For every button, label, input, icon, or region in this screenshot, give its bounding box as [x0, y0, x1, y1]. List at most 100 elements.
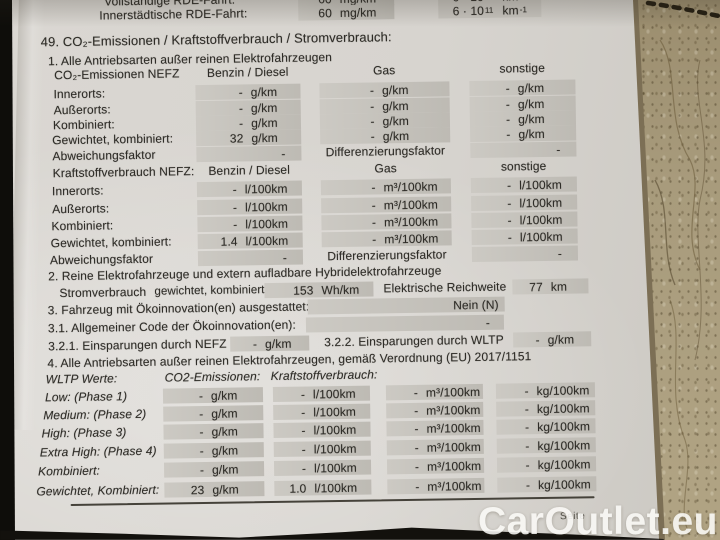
row-label: Gewichtet, kombiniert: [52, 131, 174, 148]
value-cell: - m³/100km [386, 419, 484, 437]
value-cell: - l/100km [470, 176, 578, 194]
value-cell: 23 g/km [164, 481, 265, 498]
row-label: Kombiniert: [38, 463, 100, 479]
value-cell: - l/100km [273, 440, 371, 458]
value-cell: - [197, 249, 304, 267]
row-label: Außerorts: [53, 102, 111, 118]
value-cell: - g/km [320, 127, 451, 145]
value-cell: - l/100km [272, 385, 371, 403]
value-cell: - m³/100km [386, 457, 485, 475]
value-cell: - kg/100km [496, 456, 597, 473]
column-header: sonstige [500, 158, 547, 174]
value-cell: - g/km [230, 335, 310, 352]
column-header: Kraftstoffverbrauch: [270, 367, 378, 384]
value-cell: - g/km [163, 442, 264, 459]
row-label: Extra High: (Phase 4) [39, 443, 157, 460]
column-header: Gas [374, 161, 397, 176]
mid-label: Differenzierungsfaktor [327, 247, 447, 264]
value-cell: - m³/100km [321, 230, 452, 248]
value-cell: - g/km [470, 125, 577, 143]
value-cell: - l/100km [273, 421, 371, 439]
column-header: Gas [372, 63, 396, 78]
value-cell: - g/km [163, 423, 264, 440]
table-title: CO₂-Emissionen NEFZ [54, 66, 180, 83]
column-header: sonstige [499, 60, 546, 76]
value-cell: - m³/100km [385, 383, 484, 401]
value-cell: - m³/100km [386, 401, 484, 419]
value-cell: - g/km [469, 79, 576, 97]
value-cell: - g/km [195, 83, 301, 101]
value-cell: - kg/100km [496, 437, 596, 454]
value-cell: - g/km [195, 114, 302, 132]
column-header: Benzin / Diesel [208, 162, 291, 178]
row-label: Kombiniert: [52, 117, 115, 133]
row-label: Kombiniert: [51, 218, 114, 234]
value-cell: 77 km [512, 278, 589, 295]
table-title: Kraftstoffverbrauch NEFZ: [52, 164, 195, 181]
row-label: Innerorts: [51, 183, 104, 199]
row-label: Gewichtet, kombiniert: [50, 234, 172, 251]
value-cell: - m³/100km [386, 438, 484, 456]
value-cell: - [470, 141, 577, 159]
value-cell: - kg/100km [496, 400, 596, 417]
value-cell: 32 g/km [196, 129, 302, 147]
row-label: 3.2.1. Einsparungen durch NEFZ [48, 336, 227, 354]
value-cell: - l/100km [197, 215, 303, 233]
row-label: High: (Phase 3) [41, 425, 127, 441]
column-header: Benzin / Diesel [206, 64, 289, 80]
value-cell: - g/km [469, 95, 576, 113]
value-cell: - g/km [319, 81, 450, 99]
value-cell: - l/100km [471, 228, 578, 246]
value-cell: - kg/100km [497, 476, 597, 493]
caroutlet-watermark: CarOutlet.eu [477, 500, 718, 540]
value-cell: - l/100km [471, 211, 578, 229]
value-cell: - m³/100km [321, 196, 452, 214]
value-cell: - g/km [513, 331, 592, 348]
photo-left-edge [0, 0, 15, 540]
row-label: Low: (Phase 1) [44, 389, 128, 405]
row-label: 3. Fahrzeug mit Ökoinnovation(en) ausges… [47, 299, 310, 318]
row-label: 3.1. Allgemeiner Code der Ökoinnovation(… [47, 317, 296, 336]
value-cell: - kg/100km [495, 382, 596, 399]
value-cell: - l/100km [273, 403, 371, 421]
value-cell: - g/km [162, 387, 264, 404]
value-cell: - g/km [469, 110, 577, 128]
value-cell: - m³/100km [320, 178, 452, 196]
column-header: CO2-Emissionen: [164, 369, 261, 385]
row-sublabel: gewichtet, kombiniert [154, 284, 265, 298]
value-cell: - l/100km [471, 194, 578, 212]
range-label: Elektrische Reichweite [383, 279, 507, 296]
mid-label: Differenzierungsfaktor [325, 143, 446, 160]
value-cell: 1.0 l/100km [274, 479, 372, 496]
value-cell: - g/km [163, 405, 264, 422]
row-label: Innerstädtische RDE-Fahrt: [99, 6, 248, 23]
value-cell: - [471, 245, 579, 263]
row-label: Außerorts: [52, 201, 110, 217]
value-cell: - l/100km [197, 198, 303, 216]
row-label: Abweichungsfaktor [52, 147, 156, 164]
value-cell: - [196, 145, 302, 163]
table-title: WLTP Werte: [45, 371, 118, 387]
row-label: 3.2.2. Einsparungen durch WLTP [324, 332, 504, 350]
value-cell: - kg/100km [496, 418, 596, 435]
value-cell: 153 Wh/km [264, 281, 374, 299]
row-label: Medium: (Phase 2) [43, 406, 147, 423]
row-label: Innerorts: [53, 86, 106, 102]
value-cell: - g/km [163, 461, 265, 478]
row-label: Abweichungsfaktor [49, 251, 154, 268]
value-cell: Nein (N) [307, 296, 505, 315]
value-cell: - l/100km [273, 459, 372, 476]
value-cell: 1.4 l/100km [197, 232, 303, 250]
value-cell: - l/100km [196, 180, 303, 198]
row-label: Gewichtet, Kombiniert: [36, 482, 160, 499]
row-label: Stromverbrauch [59, 284, 147, 301]
value-cell: - m³/100km [387, 477, 485, 495]
value-cell: - m³/100km [321, 213, 452, 231]
value-cell: - [305, 314, 505, 333]
value-cell: - g/km [195, 99, 301, 117]
